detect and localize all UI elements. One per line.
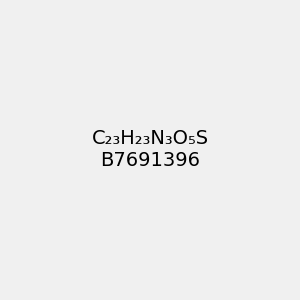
Text: C₂₃H₂₃N₃O₅S
B7691396: C₂₃H₂₃N₃O₅S B7691396 xyxy=(92,130,208,170)
